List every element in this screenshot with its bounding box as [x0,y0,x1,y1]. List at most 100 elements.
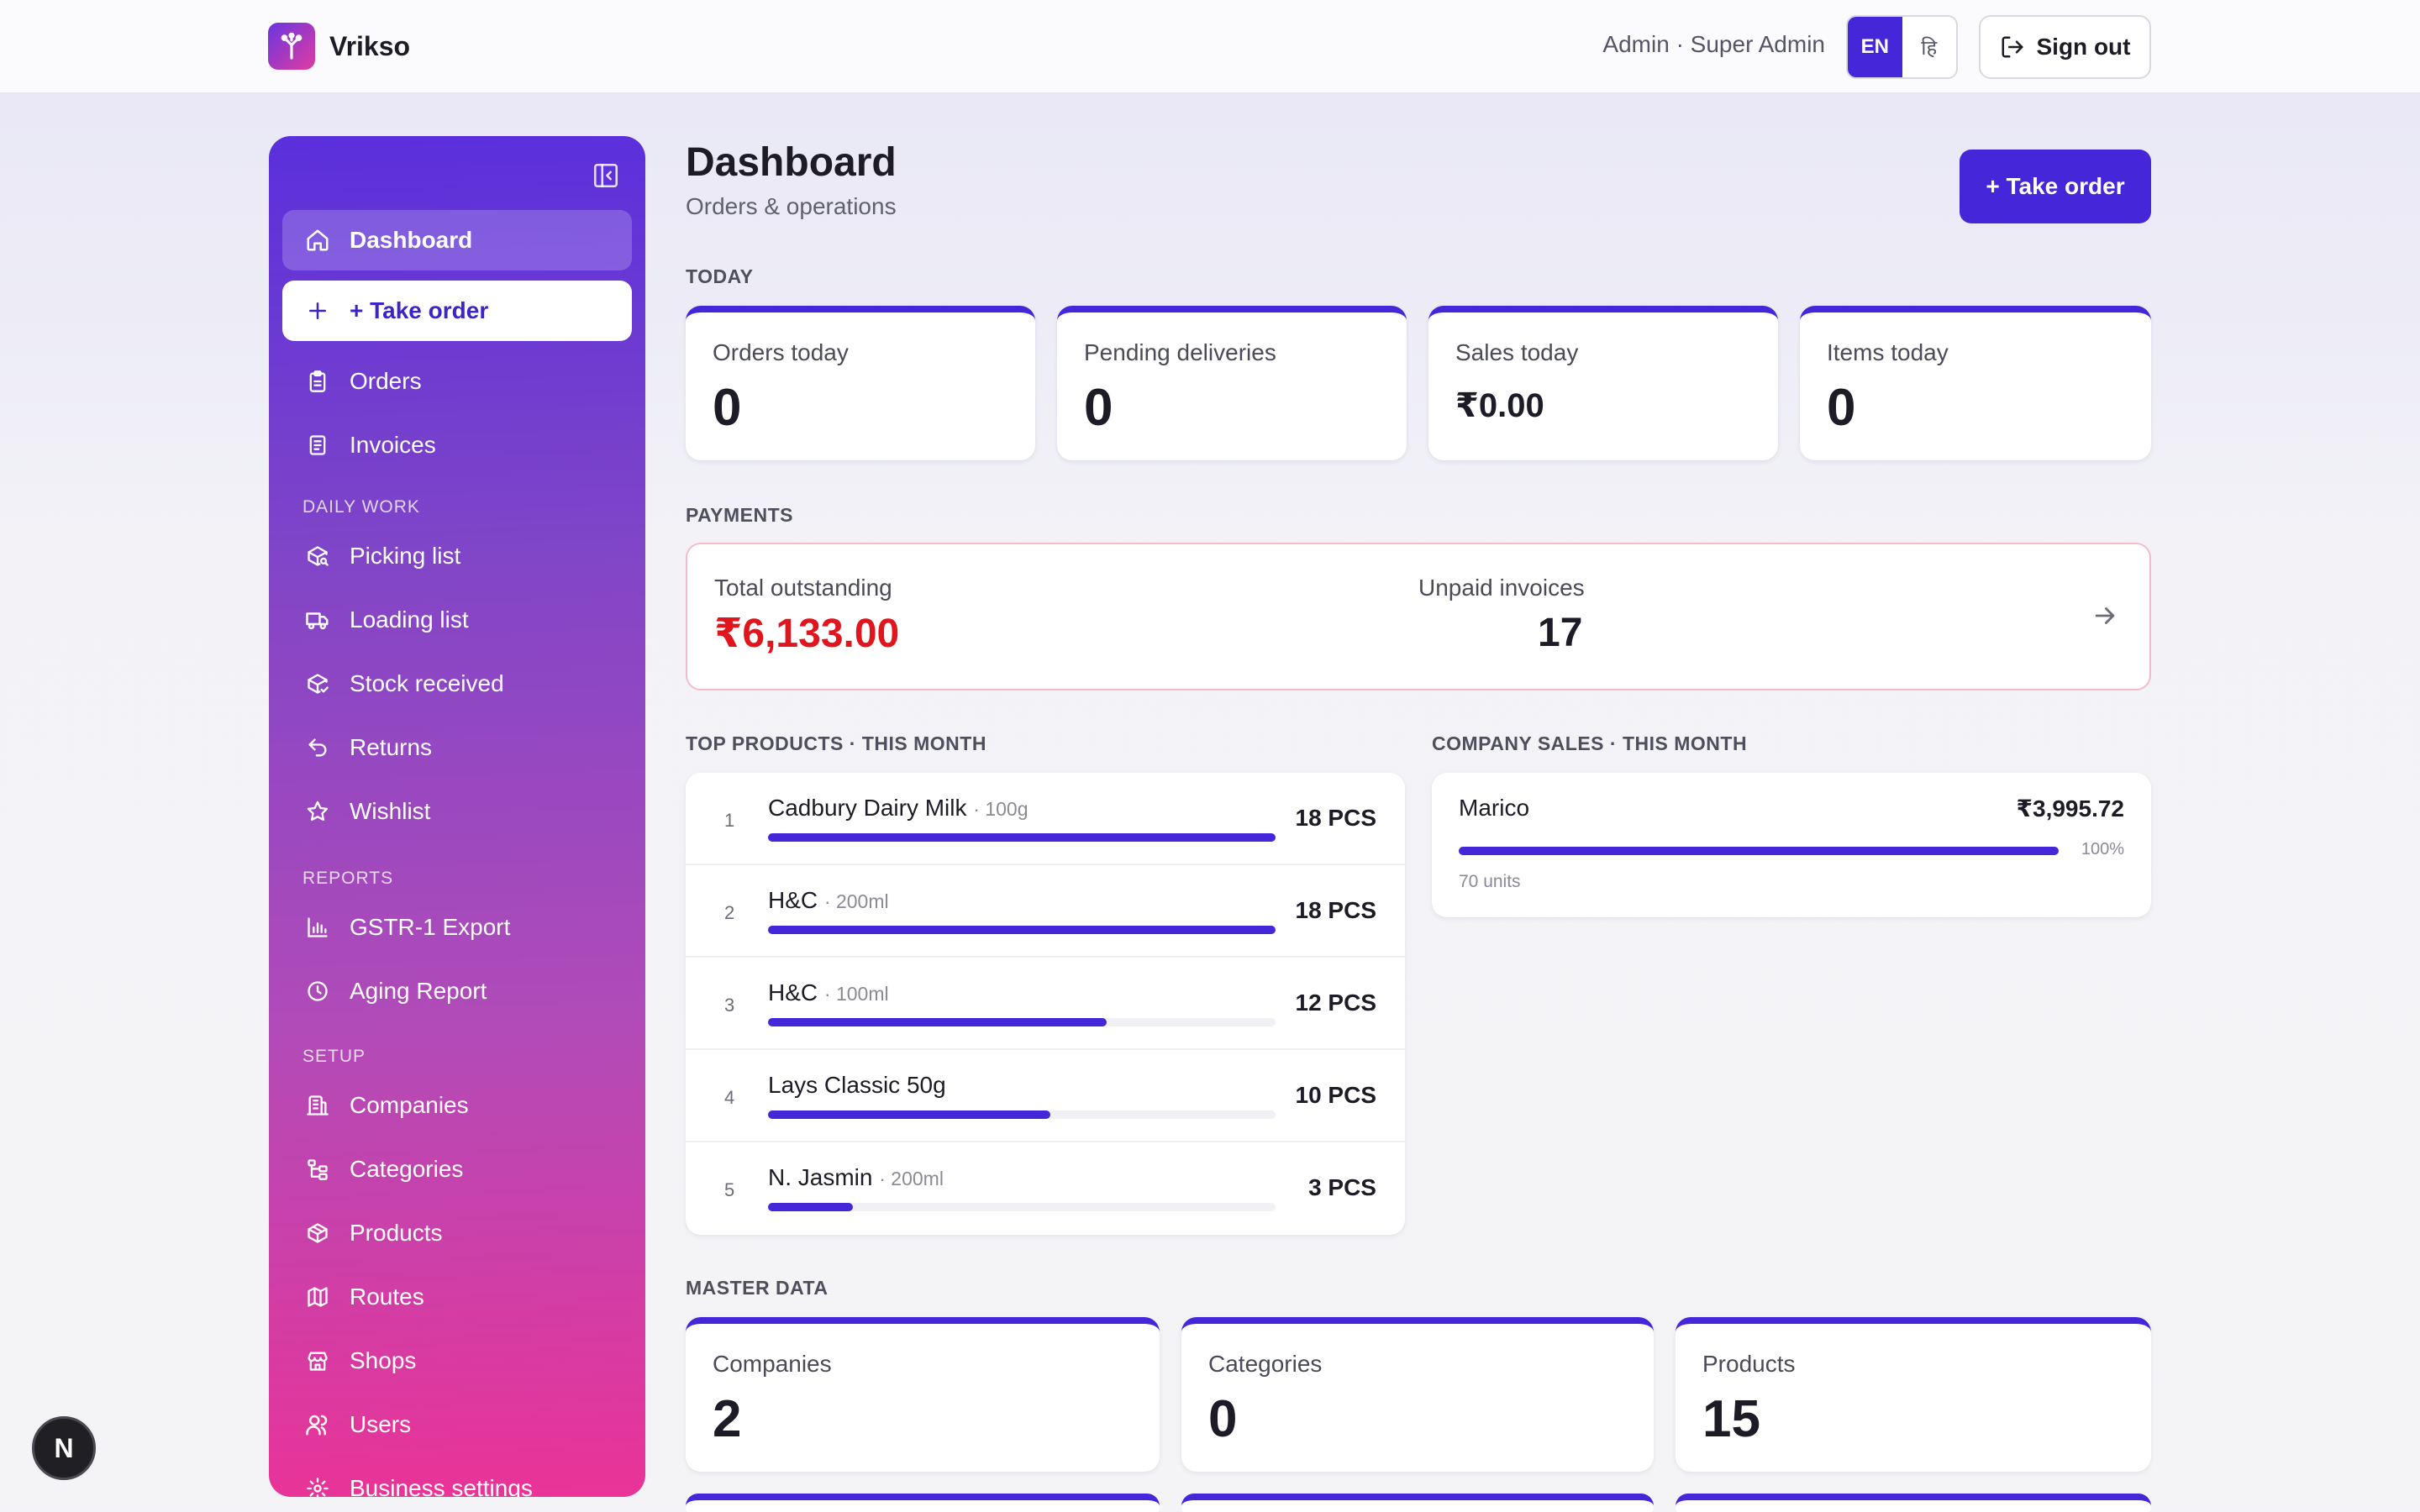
unpaid-invoices-label: Unpaid invoices [1418,575,1585,601]
unpaid-invoices-value: 17 [1538,611,1583,655]
sidebar-item-label: Dashboard [350,227,473,253]
outstanding-label: Total outstanding [714,575,892,601]
dev-tools-badge[interactable]: N [32,1416,96,1480]
product-rank: 1 [724,810,735,831]
sidebar-item-users[interactable]: Users [282,1394,632,1455]
sidebar-item-products[interactable]: Products [282,1203,632,1263]
sidebar-item-label: Routes [350,1284,424,1310]
sign-out-label: Sign out [2036,34,2131,60]
sidebar-item-invoices[interactable]: Invoices [282,415,632,475]
product-name: Cadbury Dairy Milk [768,795,967,821]
section-reports: REPORTS [302,869,394,888]
stat-card-pending-deliveries[interactable]: Pending deliveries 0 [1057,306,1407,460]
sidebar-item-routes[interactable]: Routes [282,1267,632,1327]
top-products-panel: 1 Cadbury Dairy Milk · 100g 18 PCS 2 H&C… [686,773,1405,1235]
stat-card-orders-today[interactable]: Orders today 0 [686,306,1035,460]
product-row[interactable]: 4 Lays Classic 50g 10 PCS [686,1050,1405,1142]
logout-icon [2002,36,2023,58]
sidebar-item-label: Stock received [350,670,504,696]
brand[interactable]: Vrikso [268,23,410,70]
product-row[interactable]: 2 H&C · 200ml 18 PCS [686,865,1405,958]
language-switch: EN हि [1846,15,1958,79]
gear-icon [304,1475,331,1497]
payments-card[interactable]: Total outstanding ₹6,133.00 Unpaid invoi… [686,543,2151,690]
stat-card-categories[interactable]: Categories 0 [1181,1317,1654,1472]
sidebar-item-aging-report[interactable]: Aging Report [282,961,632,1021]
collapse-sidebar-icon[interactable] [592,161,620,190]
sidebar-item-label: GSTR-1 Export [350,914,511,940]
take-order-button[interactable]: + Take order [1960,150,2151,223]
product-size: · 200ml [823,890,889,912]
sidebar-item-orders[interactable]: Orders [282,351,632,412]
section-company-sales: COMPANY SALES · THIS MONTH [1432,732,1748,754]
company-name: Marico [1459,795,1530,821]
top-bar: Vrikso Admin · Super Admin EN हि Sign ou… [0,0,2420,94]
sidebar-item-companies[interactable]: Companies [282,1075,632,1136]
stat-card-partial [1676,1494,2151,1512]
stat-card-sales-today[interactable]: Sales today ₹0.00 [1428,306,1778,460]
sidebar-item-take-order[interactable]: + Take order [282,281,632,341]
product-row[interactable]: 5 N. Jasmin · 200ml 3 PCS [686,1142,1405,1235]
sidebar-item-gstr1-export[interactable]: GSTR-1 Export [282,897,632,958]
company-share-bar [1459,847,2059,855]
sidebar: Dashboard + Take order Orders Invoices D… [269,136,645,1497]
stat-label: Pending deliveries [1084,339,1276,365]
arrow-right-icon[interactable] [2091,601,2119,634]
clock-icon [304,978,331,1005]
sidebar-item-label: Loading list [350,606,469,633]
sidebar-item-label: Wishlist [350,798,431,824]
product-share-bar [768,1110,1050,1119]
vrikso-logo-icon [268,23,315,70]
stat-value: 0 [1208,1390,1238,1448]
product-qty: 12 PCS [1295,990,1377,1016]
stat-label: Orders today [713,339,849,365]
product-size: · 200ml [879,1168,944,1189]
product-rank: 5 [724,1179,735,1200]
product-size: · 100ml [823,983,889,1005]
product-name: Lays Classic 50g [768,1072,946,1098]
product-rank: 4 [724,1087,735,1108]
stat-card-products[interactable]: Products 15 [1676,1317,2151,1472]
sidebar-item-business-settings[interactable]: Business settings [282,1458,632,1497]
sign-out-button[interactable]: Sign out [1979,15,2151,79]
sidebar-item-label: Invoices [350,432,436,458]
lang-hi-button[interactable]: हि [1921,36,1938,60]
product-name: H&C [768,887,818,913]
stat-label: Categories [1208,1351,1323,1377]
package-check-icon [304,670,331,697]
document-icon [304,432,331,459]
clipboard-icon [304,368,331,395]
stat-card-companies[interactable]: Companies 2 [686,1317,1160,1472]
sidebar-item-label: Picking list [350,543,461,569]
sidebar-item-categories[interactable]: Categories [282,1139,632,1200]
sidebar-item-dashboard[interactable]: Dashboard [282,210,632,270]
company-units: 70 units [1459,872,1521,891]
sidebar-item-label: Companies [350,1092,469,1118]
users-icon [304,1411,331,1438]
sidebar-item-picking-list[interactable]: Picking list [282,526,632,586]
product-share-bar [768,926,1276,934]
sidebar-item-stock-received[interactable]: Stock received [282,654,632,714]
company-sales-panel[interactable]: Marico ₹3,995.72 100% 70 units [1432,773,2151,917]
sidebar-item-label: Categories [350,1156,464,1182]
sidebar-item-label: + Take order [350,297,489,323]
home-icon [304,227,331,254]
product-share-track [768,1018,1276,1026]
sidebar-item-loading-list[interactable]: Loading list [282,590,632,650]
company-share-track [1459,847,2059,855]
store-icon [304,1347,331,1374]
stat-value: 0 [713,379,742,437]
product-name-line: H&C · 100ml [768,979,889,1006]
product-row[interactable]: 1 Cadbury Dairy Milk · 100g 18 PCS [686,773,1405,865]
stat-card-items-today[interactable]: Items today 0 [1800,306,2151,460]
sidebar-item-label: Users [350,1411,412,1437]
product-row[interactable]: 3 H&C · 100ml 12 PCS [686,958,1405,1050]
stat-card-partial [1181,1494,1654,1512]
lang-en-button[interactable]: EN [1848,17,1902,77]
sidebar-item-shops[interactable]: Shops [282,1331,632,1391]
product-qty: 18 PCS [1295,805,1377,831]
sidebar-item-wishlist[interactable]: Wishlist [282,781,632,842]
product-share-track [768,1203,1276,1211]
sidebar-item-returns[interactable]: Returns [282,717,632,778]
bar-chart-icon [304,914,331,941]
